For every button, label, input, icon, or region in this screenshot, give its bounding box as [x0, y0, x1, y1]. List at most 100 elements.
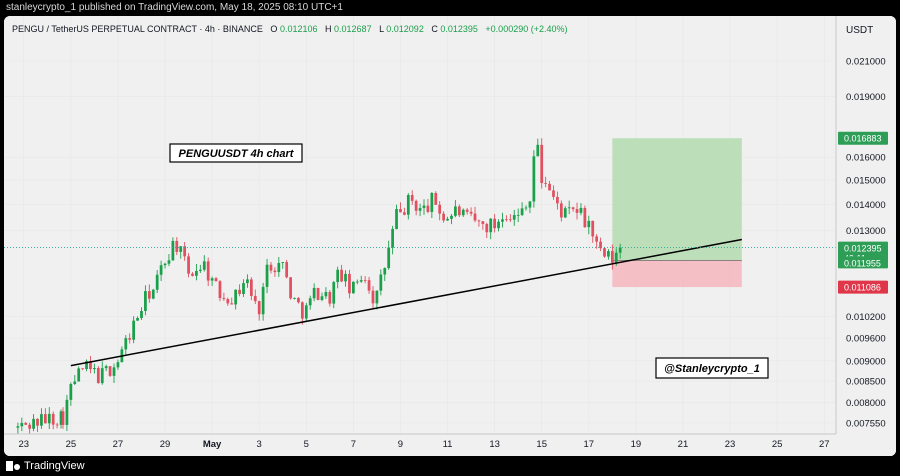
- chart-svg[interactable]: USDT 0.021000 0.019000 0.016000 0.015000 0.0…: [4, 16, 896, 456]
- time-tick-label: 19: [631, 439, 642, 450]
- candle-body: [446, 218, 449, 221]
- candle-body: [155, 274, 159, 290]
- candle-body: [210, 278, 214, 281]
- candle-body: [261, 286, 265, 315]
- candle-body: [414, 200, 418, 211]
- time-tick-label: 23: [725, 439, 736, 450]
- candle-body: [246, 279, 249, 284]
- candle-body: [548, 183, 551, 191]
- candle-body: [151, 289, 155, 299]
- chart-frame[interactable]: USDT 0.021000 0.019000 0.016000 0.015000 0.0…: [4, 16, 896, 456]
- candle-body: [179, 246, 183, 252]
- time-tick-label: 29: [160, 439, 171, 450]
- candle-body: [340, 269, 343, 282]
- candle-body: [183, 246, 187, 257]
- price-tick-label: 0.013000: [846, 226, 886, 237]
- candle-body: [222, 298, 226, 300]
- symbol-name: PENGU / TetherUS PERPETUAL CONTRACT · 4h…: [12, 24, 263, 34]
- take-profit-badge-text: 0.016883: [844, 134, 882, 144]
- high-label: H: [325, 24, 332, 34]
- candle-body: [65, 399, 69, 425]
- candle-body: [618, 247, 622, 253]
- candle-body: [202, 261, 206, 270]
- time-tick-label: 9: [398, 439, 403, 450]
- candle-body: [28, 424, 32, 429]
- trendline-layer[interactable]: [70, 238, 742, 367]
- candle-body: [575, 209, 579, 213]
- high-value: 0.012687: [334, 24, 372, 34]
- candle-body: [422, 205, 426, 209]
- tradingview-logo[interactable]: TradingView: [6, 460, 85, 472]
- candle-body: [191, 273, 194, 276]
- candle-body: [175, 240, 179, 252]
- position-tool[interactable]: [612, 138, 742, 288]
- candle-body: [253, 295, 257, 302]
- candle-body: [136, 318, 139, 321]
- profit-zone[interactable]: [612, 138, 742, 261]
- candle-body: [47, 413, 51, 424]
- candle-body: [163, 263, 167, 266]
- candle-body: [438, 204, 442, 214]
- candle-body: [355, 281, 359, 283]
- candle-body: [132, 320, 136, 340]
- candle-body: [16, 426, 20, 428]
- candle-body: [512, 215, 516, 220]
- price-tick-label: 0.007550: [846, 419, 886, 430]
- candle-body: [69, 383, 73, 400]
- candle-body: [332, 282, 336, 304]
- candle-body: [583, 207, 587, 228]
- candle-body: [559, 203, 563, 218]
- close-value: 0.012395: [440, 24, 478, 34]
- time-tick-label: 23: [18, 439, 29, 450]
- candle-body: [567, 207, 571, 209]
- price-tick-label: 0.009600: [846, 333, 886, 344]
- candle-body: [544, 183, 548, 184]
- candle-body: [387, 247, 391, 269]
- price-axis[interactable]: USDT 0.021000 0.019000 0.016000 0.015000 0.0…: [835, 16, 896, 456]
- loss-zone[interactable]: [612, 260, 742, 288]
- candle-body: [406, 194, 410, 215]
- candle-body: [391, 228, 394, 248]
- publisher-line: stanleycrypto_1 published on TradingView…: [0, 0, 900, 16]
- candle-body: [469, 211, 473, 214]
- candle-body: [579, 207, 583, 213]
- candle-body: [351, 281, 355, 294]
- candle-body: [100, 368, 104, 384]
- candle-body: [51, 413, 55, 425]
- candle-body: [281, 262, 285, 263]
- price-tick-label: 0.009000: [846, 356, 886, 367]
- time-tick-label: 15: [536, 439, 547, 450]
- candles-layer: [16, 138, 622, 436]
- watermark-box[interactable]: @Stanleycrypto_1: [655, 357, 769, 379]
- candle-body: [234, 289, 238, 305]
- candle-body: [316, 287, 320, 300]
- candle-body: [336, 269, 340, 283]
- change-value: +0.000290 (+2.40%): [485, 24, 567, 34]
- candle-body: [556, 196, 559, 204]
- support-trendline[interactable]: [70, 238, 742, 367]
- candle-body: [563, 208, 567, 218]
- candle-body: [520, 208, 524, 215]
- time-axis[interactable]: 23 25 27 29 May 3 5 7 9 11 13 15 17 19 21 23 25 27: [4, 433, 896, 456]
- time-tick-label: 7: [351, 439, 356, 450]
- price-tick-label: 0.008000: [846, 398, 886, 409]
- candle-body: [324, 291, 328, 297]
- candle-body: [410, 194, 414, 201]
- candle-body: [300, 302, 304, 319]
- close-label: C: [431, 24, 438, 34]
- candle-body: [226, 299, 230, 304]
- candle-body: [93, 368, 96, 370]
- candle-body: [552, 190, 555, 197]
- time-tick-label: 21: [678, 439, 689, 450]
- candle-body: [595, 236, 599, 242]
- candle-body: [320, 296, 324, 300]
- candle-body: [277, 262, 281, 273]
- time-tick-label: 27: [819, 439, 830, 450]
- candle-body: [465, 209, 469, 212]
- candle-body: [599, 241, 602, 249]
- candle-body: [269, 264, 273, 271]
- candle-body: [124, 338, 128, 350]
- chart-title-box[interactable]: PENGUUSDT 4h chart: [169, 143, 303, 163]
- candle-body: [383, 268, 387, 275]
